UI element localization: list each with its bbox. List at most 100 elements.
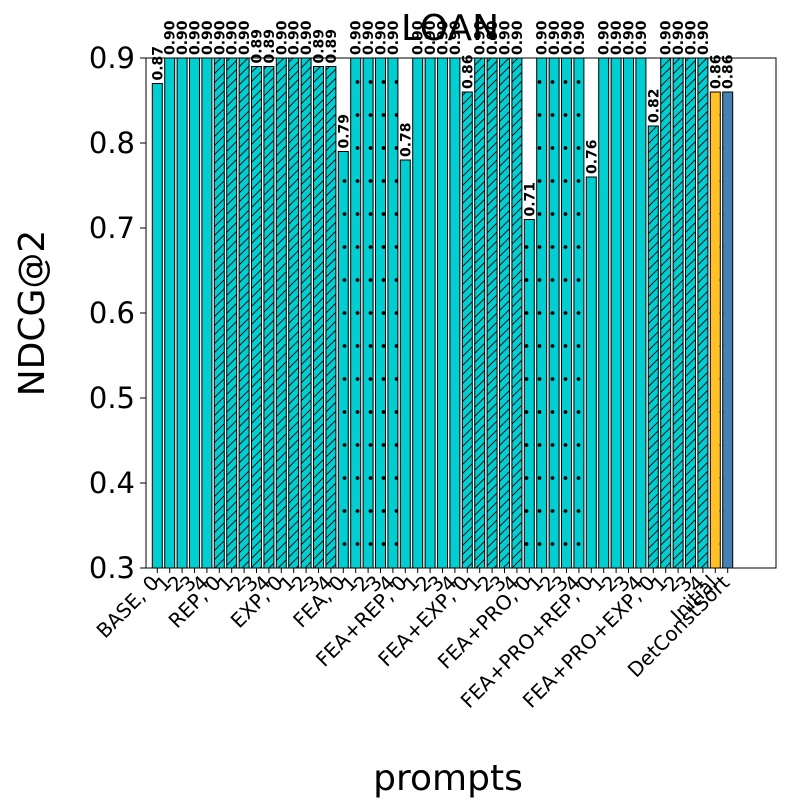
data-label: 0.87 bbox=[150, 46, 166, 81]
bar-pattern bbox=[226, 58, 237, 568]
data-label: 0.90 bbox=[485, 20, 501, 55]
bar-pattern bbox=[251, 66, 262, 568]
data-label: 0.90 bbox=[622, 20, 638, 55]
bar-pattern bbox=[648, 126, 659, 568]
bar bbox=[610, 57, 622, 569]
data-label: 0.90 bbox=[299, 20, 315, 55]
data-label: 0.90 bbox=[374, 20, 390, 55]
bar bbox=[189, 57, 200, 569]
bar-pattern bbox=[375, 58, 386, 568]
data-label: 0.90 bbox=[188, 20, 204, 55]
data-label: 0.90 bbox=[572, 20, 588, 55]
data-label: 0.89 bbox=[324, 29, 340, 64]
data-labels-group: 0.870.900.900.900.900.900.900.900.890.89… bbox=[150, 20, 736, 216]
data-label: 0.90 bbox=[498, 20, 514, 55]
bar-pattern bbox=[673, 58, 684, 568]
bar bbox=[437, 57, 448, 569]
bar-pattern bbox=[338, 151, 349, 568]
bar-pattern bbox=[313, 66, 324, 568]
bar-pattern bbox=[685, 58, 696, 568]
bar bbox=[151, 83, 163, 569]
y-axis-label: NDCG@2 bbox=[12, 230, 53, 397]
bar-pattern bbox=[325, 66, 336, 568]
data-label: 0.90 bbox=[163, 20, 179, 55]
data-label: 0.86 bbox=[460, 54, 476, 89]
bar bbox=[424, 57, 436, 569]
bar-pattern bbox=[536, 58, 547, 568]
bar bbox=[176, 57, 188, 569]
bar-pattern bbox=[462, 92, 473, 568]
y-tick-label: 0.6 bbox=[89, 296, 135, 330]
bar-pattern bbox=[573, 58, 584, 568]
y-tick-label: 0.7 bbox=[89, 211, 135, 245]
data-label: 0.90 bbox=[634, 20, 650, 55]
bar-pattern bbox=[524, 219, 535, 568]
bar bbox=[399, 159, 411, 569]
y-tick-label: 0.5 bbox=[89, 381, 135, 415]
data-label: 0.90 bbox=[225, 20, 241, 55]
data-label: 0.89 bbox=[262, 29, 278, 64]
data-label: 0.90 bbox=[237, 20, 253, 55]
data-label: 0.90 bbox=[473, 20, 489, 55]
y-tick-label: 0.4 bbox=[89, 466, 135, 500]
data-label: 0.89 bbox=[312, 29, 328, 64]
bar-pattern bbox=[549, 58, 560, 568]
bar-pattern bbox=[474, 58, 485, 568]
chart-title: LOAN bbox=[401, 8, 499, 49]
data-label: 0.78 bbox=[398, 122, 414, 157]
data-label: 0.90 bbox=[287, 20, 303, 55]
y-tick-label: 0.9 bbox=[89, 41, 135, 75]
bar bbox=[585, 176, 597, 569]
y-tick-label: 0.8 bbox=[89, 126, 135, 160]
data-label: 0.90 bbox=[411, 20, 427, 55]
data-label: 0.90 bbox=[535, 20, 551, 55]
data-label: 0.90 bbox=[597, 20, 613, 55]
data-label: 0.90 bbox=[560, 20, 576, 55]
x-axis-label: prompts bbox=[373, 758, 523, 799]
bars-group bbox=[151, 57, 734, 569]
data-label: 0.90 bbox=[684, 20, 700, 55]
bar bbox=[449, 57, 461, 569]
data-label: 0.90 bbox=[547, 20, 563, 55]
data-label: 0.90 bbox=[696, 20, 712, 55]
data-label: 0.82 bbox=[646, 88, 662, 123]
bar-pattern bbox=[214, 58, 225, 568]
y-tick-label: 0.3 bbox=[89, 551, 135, 585]
bar bbox=[635, 57, 647, 569]
bar-pattern bbox=[722, 92, 733, 568]
bar-pattern bbox=[288, 58, 299, 568]
bar-pattern bbox=[499, 58, 510, 568]
data-label: 0.90 bbox=[448, 20, 464, 55]
bar-pattern bbox=[350, 58, 361, 568]
bar-pattern bbox=[363, 58, 374, 568]
y-axis: 0.3 0.4 0.5 0.6 0.7 0.8 0.9 bbox=[89, 41, 146, 585]
bar bbox=[201, 57, 213, 569]
bar-pattern bbox=[301, 58, 312, 568]
bar bbox=[164, 57, 176, 569]
data-label: 0.90 bbox=[386, 20, 402, 55]
bar-pattern bbox=[561, 58, 572, 568]
data-label: 0.90 bbox=[361, 20, 377, 55]
data-label: 0.90 bbox=[510, 20, 526, 55]
bar-pattern bbox=[239, 58, 250, 568]
data-label: 0.90 bbox=[609, 20, 625, 55]
data-label: 0.71 bbox=[522, 182, 538, 217]
bar-pattern bbox=[387, 58, 398, 568]
data-label: 0.90 bbox=[423, 20, 439, 55]
data-label: 0.79 bbox=[336, 114, 352, 149]
data-label: 0.90 bbox=[212, 20, 228, 55]
bar-pattern bbox=[511, 58, 522, 568]
data-label: 0.90 bbox=[349, 20, 365, 55]
bar-pattern bbox=[276, 58, 287, 568]
bar-pattern bbox=[710, 92, 721, 568]
data-label: 0.90 bbox=[200, 20, 216, 55]
data-label: 0.90 bbox=[659, 20, 675, 55]
bar-pattern bbox=[263, 66, 274, 568]
bar bbox=[598, 57, 610, 569]
data-label: 0.86 bbox=[721, 54, 737, 89]
bar-pattern bbox=[697, 58, 708, 568]
data-label: 0.90 bbox=[175, 20, 191, 55]
bar-pattern bbox=[487, 58, 498, 568]
